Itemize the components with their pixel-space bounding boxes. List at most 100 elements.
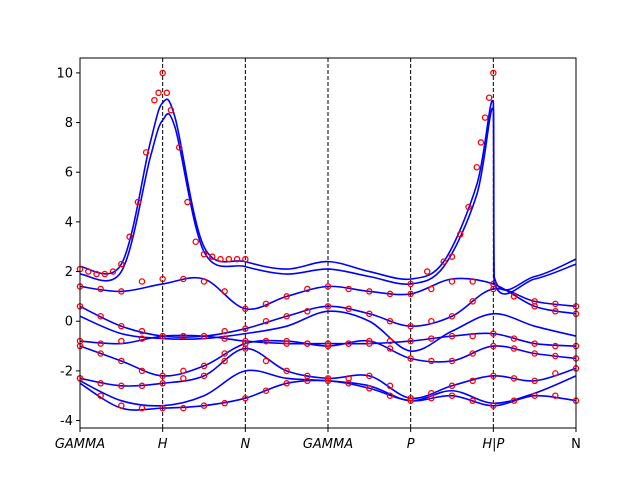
data-point (85, 268, 92, 275)
data-point (283, 337, 290, 345)
data-point (242, 394, 249, 402)
data-point (118, 288, 125, 295)
data-point (448, 392, 456, 399)
data-point (97, 380, 104, 387)
data-point (324, 377, 332, 385)
data-point (490, 342, 497, 350)
data-point (118, 402, 125, 409)
data-point (118, 322, 125, 330)
y-tick-label: 8 (65, 116, 73, 131)
data-point (386, 345, 394, 352)
data-point (407, 322, 414, 330)
data-point (510, 397, 518, 404)
x-tick-label: GAMMA (55, 437, 105, 452)
band-line (79, 276, 577, 315)
data-point (192, 238, 199, 246)
data-point (531, 350, 538, 357)
data-point (283, 340, 290, 347)
data-point (304, 308, 311, 315)
x-tick-label: N (240, 437, 250, 452)
data-point (200, 278, 208, 285)
data-point (159, 404, 166, 412)
data-point (510, 293, 518, 300)
data-point (428, 335, 435, 342)
data-point (428, 285, 435, 293)
data-point (126, 233, 133, 241)
data-point (440, 258, 447, 265)
data-point (221, 350, 228, 357)
data-point (510, 345, 518, 352)
data-point (118, 260, 125, 268)
data-point (407, 397, 414, 404)
data-point (490, 69, 497, 77)
data-point (366, 340, 373, 347)
data-point (469, 377, 476, 385)
data-point (304, 285, 311, 293)
data-point (552, 370, 559, 377)
data-point (448, 382, 456, 390)
data-point (552, 308, 559, 315)
data-point (324, 340, 332, 347)
data-point (221, 357, 228, 365)
data-point (448, 357, 456, 365)
y-tick-label: 6 (65, 166, 73, 181)
data-point (283, 367, 290, 375)
data-point (118, 337, 125, 345)
data-point (345, 305, 352, 313)
data-point (155, 89, 162, 97)
data-point (118, 357, 125, 365)
data-point (490, 330, 497, 337)
data-point (109, 268, 117, 275)
data-point (262, 317, 270, 325)
data-point (200, 250, 208, 258)
y-tick-label: -2 (60, 364, 73, 379)
data-point (304, 372, 311, 380)
data-point (283, 380, 290, 387)
data-point (200, 402, 208, 409)
data-point (386, 382, 394, 390)
x-tick-label: N (571, 437, 581, 452)
data-point (490, 285, 497, 293)
data-point (283, 293, 290, 300)
data-point (324, 342, 332, 350)
data-point (97, 313, 104, 320)
data-point (221, 335, 228, 342)
data-point (167, 106, 175, 114)
y-tick-label: -4 (60, 414, 73, 429)
data-point (448, 313, 456, 320)
data-point (209, 253, 216, 260)
y-tick-label: 4 (65, 215, 73, 230)
data-point (531, 340, 538, 347)
data-point (428, 389, 435, 397)
data-point (138, 367, 146, 375)
data-point (324, 283, 332, 290)
x-tick-label: GAMMA (303, 437, 353, 452)
x-tick-label: H (158, 437, 168, 452)
data-point (138, 404, 146, 412)
data-point (221, 399, 228, 407)
data-point (217, 255, 224, 263)
data-point (97, 340, 104, 347)
data-point (490, 402, 497, 409)
data-point (159, 380, 166, 387)
data-point (138, 327, 146, 335)
data-point (242, 255, 249, 263)
data-point (345, 285, 352, 293)
data-point (510, 335, 518, 342)
data-point (477, 139, 485, 146)
data-point (304, 340, 311, 347)
data-point (465, 203, 472, 211)
data-point (531, 392, 538, 399)
data-point (283, 313, 290, 320)
data-point (531, 377, 538, 385)
data-point (225, 255, 233, 263)
data-point (163, 89, 171, 97)
data-point (407, 355, 414, 362)
data-point (407, 337, 414, 345)
data-point (490, 372, 497, 380)
data-point (552, 352, 559, 360)
data-point (407, 290, 414, 298)
data-point (159, 372, 166, 380)
data-point (200, 362, 208, 370)
